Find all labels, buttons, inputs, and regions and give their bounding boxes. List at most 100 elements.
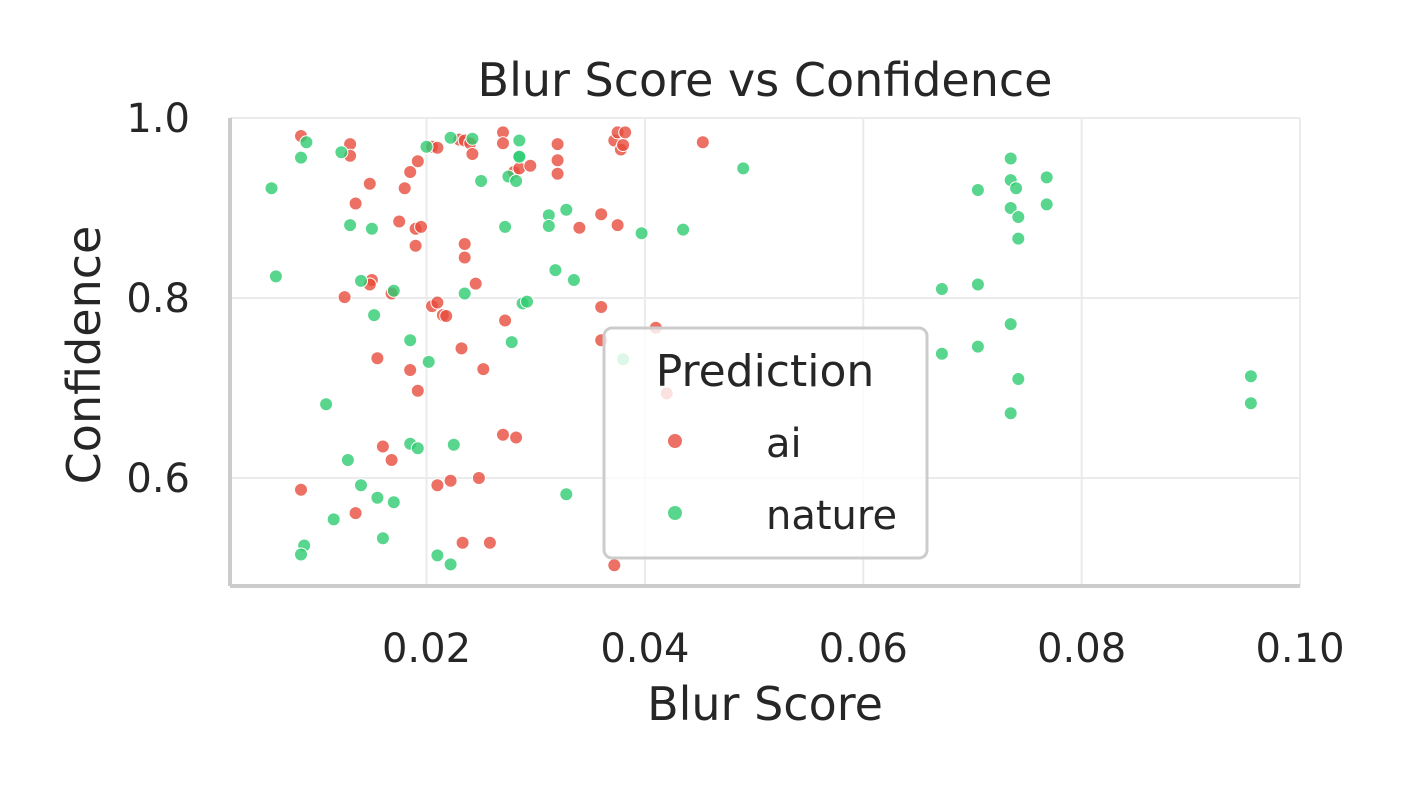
point-ai: [370, 351, 385, 366]
legend-marker-nature: [668, 506, 682, 520]
x-axis-label: Blur Score: [647, 677, 883, 731]
point-nature: [1039, 170, 1054, 185]
point-ai: [337, 290, 352, 305]
point-nature: [1243, 369, 1258, 384]
point-ai: [523, 158, 538, 173]
point-nature: [268, 269, 283, 284]
point-ai: [496, 427, 510, 442]
point-nature: [566, 273, 581, 287]
point-nature: [970, 183, 985, 197]
point-nature: [1003, 151, 1018, 166]
point-ai: [410, 154, 425, 169]
point-nature: [264, 181, 279, 196]
point-ai: [550, 153, 565, 168]
x-tick-labels: 0.02 0.04 0.06 0.08 0.10: [382, 626, 1345, 672]
point-ai: [403, 363, 418, 377]
x-tick-label: 0.04: [600, 626, 689, 672]
point-ai: [455, 535, 470, 550]
point-nature: [970, 277, 985, 292]
point-ai: [695, 135, 710, 150]
point-ai: [482, 535, 497, 550]
point-nature: [1003, 201, 1018, 215]
point-nature: [465, 131, 480, 146]
point-ai: [414, 219, 429, 234]
point-nature: [474, 174, 489, 188]
point-ai: [594, 207, 609, 222]
point-nature: [970, 339, 985, 354]
point-nature: [319, 397, 334, 412]
point-nature: [1011, 372, 1026, 386]
point-ai: [616, 138, 631, 152]
point-ai: [607, 558, 622, 573]
point-nature: [443, 130, 458, 145]
point-ai: [457, 237, 472, 251]
point-ai: [468, 276, 483, 291]
x-tick-label: 0.10: [1255, 626, 1344, 672]
point-ai: [410, 383, 425, 398]
point-nature: [410, 441, 425, 456]
point-ai: [476, 362, 491, 377]
point-nature: [676, 222, 691, 237]
point-nature: [354, 478, 368, 493]
legend-label-nature: nature: [766, 493, 897, 539]
point-nature: [1003, 317, 1018, 332]
point-nature: [421, 354, 436, 369]
x-tick-label: 0.02: [382, 626, 471, 672]
point-nature: [504, 335, 519, 350]
point-nature: [634, 226, 649, 241]
legend-label-ai: ai: [766, 421, 802, 467]
point-nature: [419, 139, 434, 154]
point-ai: [610, 218, 625, 233]
point-ai: [572, 220, 587, 235]
point-ai: [465, 147, 480, 161]
point-ai: [392, 214, 407, 229]
point-nature: [354, 273, 368, 288]
point-nature: [548, 263, 563, 278]
point-nature: [498, 219, 513, 234]
chart-title: Blur Score vs Confidence: [478, 53, 1053, 107]
y-tick-label: 0.6: [126, 456, 190, 502]
point-ai: [397, 181, 412, 196]
point-ai: [550, 166, 565, 181]
x-tick-label: 0.06: [819, 626, 908, 672]
point-ai: [384, 453, 399, 467]
point-nature: [367, 308, 382, 323]
legend-title: Prediction: [656, 346, 875, 397]
point-nature: [512, 149, 527, 164]
point-nature: [509, 174, 524, 188]
point-nature: [334, 145, 349, 160]
point-nature: [1011, 210, 1026, 224]
point-nature: [934, 346, 949, 361]
point-ai: [550, 137, 565, 152]
point-nature: [457, 286, 472, 301]
point-ai: [618, 125, 633, 140]
point-nature: [326, 512, 341, 527]
point-ai: [509, 430, 524, 445]
point-nature: [541, 219, 556, 233]
point-nature: [370, 490, 385, 505]
point-nature: [1243, 396, 1258, 411]
axes-spines: [228, 118, 1300, 588]
point-nature: [403, 333, 418, 348]
point-ai: [408, 238, 423, 253]
point-nature: [375, 531, 390, 546]
point-ai: [348, 506, 363, 521]
point-ai: [439, 309, 454, 323]
point-nature: [736, 161, 751, 176]
point-ai: [594, 300, 609, 314]
point-ai: [362, 176, 377, 191]
point-nature: [299, 135, 314, 150]
point-ai: [403, 165, 418, 179]
point-nature: [1039, 197, 1054, 212]
y-axis-label: Confidence: [57, 226, 111, 485]
point-ai: [496, 136, 510, 151]
point-nature: [520, 294, 534, 309]
point-nature: [934, 282, 949, 296]
point-nature: [559, 202, 574, 217]
point-nature: [1011, 231, 1026, 246]
legend-box: [602, 326, 929, 560]
y-tick-label: 0.8: [126, 276, 190, 322]
legend: Prediction ai nature: [602, 326, 929, 560]
point-nature: [430, 548, 445, 563]
y-tick-labels: 0.6 0.8 1.0: [126, 96, 190, 502]
